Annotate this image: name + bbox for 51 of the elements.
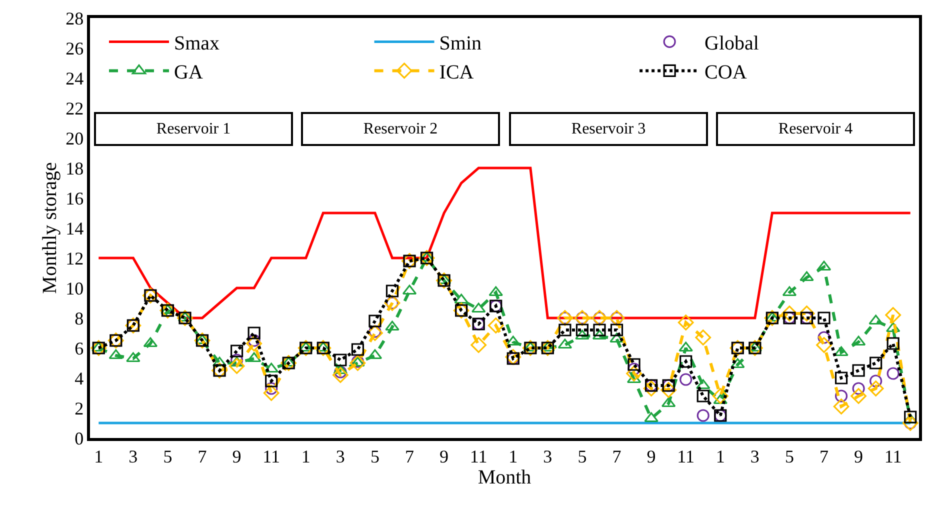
- y-tick-label: 26: [66, 38, 84, 58]
- x-tick-label: 7: [405, 446, 414, 466]
- annotation: Reservoir 2: [363, 120, 438, 138]
- legend-label: ICA: [439, 62, 474, 84]
- x-tick-label: 7: [198, 446, 207, 466]
- x-tick-label: 1: [301, 446, 310, 466]
- x-tick-label: 9: [854, 446, 864, 466]
- x-tick-label: 5: [784, 446, 794, 466]
- x-tick-label: 7: [820, 446, 829, 466]
- x-tick-label: 1: [716, 446, 725, 466]
- x-tick-label: 11: [262, 446, 280, 466]
- x-tick-label: 5: [578, 446, 587, 466]
- x-tick-label: 3: [750, 446, 760, 466]
- x-tick-label: 5: [370, 446, 380, 466]
- x-tick-label: 3: [543, 446, 552, 466]
- annotation: Reservoir 1: [156, 120, 231, 138]
- y-tick-label: 14: [66, 218, 84, 238]
- legend-label: GA: [174, 62, 204, 84]
- x-tick-label: 3: [128, 446, 138, 466]
- y-tick-label: 12: [66, 248, 84, 268]
- x-tick-label: 1: [508, 446, 518, 466]
- y-tick-label: 2: [74, 398, 84, 418]
- x-tick-label: 11: [884, 446, 902, 466]
- annotation: Reservoir 4: [778, 120, 853, 138]
- y-tick-label: 22: [66, 98, 84, 118]
- x-axis-title: Month: [478, 466, 532, 488]
- y-tick-label: 20: [66, 128, 84, 148]
- y-tick-label: 24: [66, 68, 84, 88]
- legend-label: COA: [704, 62, 748, 84]
- y-tick-label: 4: [74, 368, 84, 388]
- x-tick-label: 11: [470, 446, 488, 466]
- y-tick-label: 18: [66, 158, 84, 178]
- x-tick-label: 7: [612, 446, 622, 466]
- y-tick-label: 10: [66, 278, 84, 298]
- x-tick-label: 9: [232, 446, 242, 466]
- x-tick-label: 5: [163, 446, 172, 466]
- legend-label: Smax: [174, 32, 220, 54]
- y-tick-label: 0: [74, 428, 84, 448]
- y-tick-label: 6: [74, 338, 84, 358]
- y-tick-label: 16: [66, 188, 84, 208]
- y-tick-label: 28: [66, 8, 84, 28]
- y-axis-title: Monthly storage: [39, 162, 62, 294]
- x-tick-label: 9: [646, 446, 656, 466]
- y-tick-label: 8: [74, 308, 84, 328]
- legend-label: Smin: [439, 32, 482, 54]
- legend-label: Global: [704, 32, 760, 54]
- x-tick-label: 11: [677, 446, 695, 466]
- x-tick-label: 9: [440, 446, 449, 466]
- annotation: Reservoir 3: [571, 120, 646, 138]
- x-tick-label: 3: [336, 446, 345, 466]
- x-tick-label: 1: [94, 446, 104, 466]
